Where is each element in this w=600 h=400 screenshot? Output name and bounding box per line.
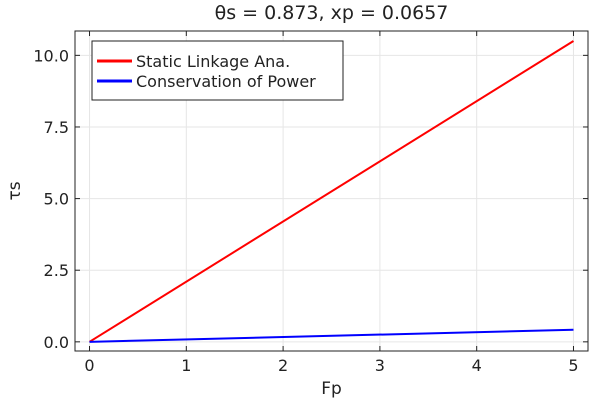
x-tick-label: 0	[84, 356, 94, 375]
x-tick-label: 3	[375, 356, 385, 375]
y-axis-title: τs	[5, 181, 25, 200]
y-tick-label: 2.5	[44, 261, 69, 280]
y-tick-label: 0.0	[44, 333, 69, 352]
legend-box	[91, 40, 344, 101]
series-line	[88, 40, 575, 343]
x-tick-label: 1	[181, 356, 191, 375]
x-axis-title: Fp	[321, 379, 342, 399]
series-line	[89, 328, 574, 343]
legend-label: Conservation of Power	[136, 72, 316, 91]
y-tick-label: 10.0	[33, 46, 69, 65]
legend-label: Static Linkage Ana.	[136, 52, 290, 71]
axis-ticks: 0 1 2 3 4 5 0.0 2.5 5.0 7.5 10.0	[33, 31, 588, 375]
y-tick-label: 7.5	[44, 118, 69, 137]
x-tick-label: 2	[278, 356, 288, 375]
series-lines	[88, 40, 575, 343]
x-tick-label: 4	[472, 356, 482, 375]
x-tick-label: 5	[568, 356, 578, 375]
y-tick-label: 5.0	[44, 190, 69, 209]
legend: Static Linkage Ana.Conservation of Power	[91, 40, 344, 101]
chart-title: θs = 0.873, xp = 0.0657	[215, 2, 449, 24]
plot-frame	[74, 30, 589, 352]
